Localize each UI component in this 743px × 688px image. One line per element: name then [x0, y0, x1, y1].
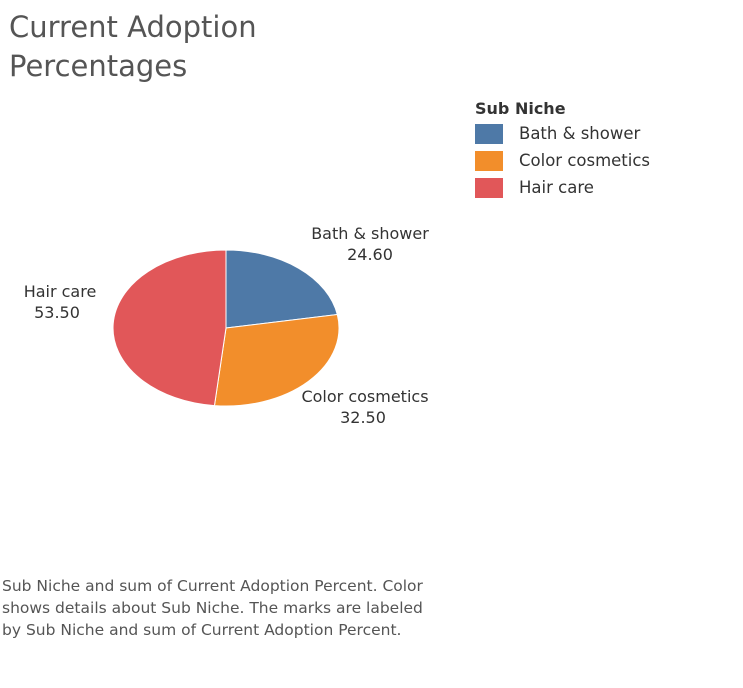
pie-slices [112, 249, 340, 407]
legend-swatch [475, 150, 503, 171]
legend-label: Color cosmetics [519, 151, 651, 170]
legend-label: Hair care [519, 178, 594, 197]
legend-item-hair-care[interactable]: Hair care [475, 174, 735, 201]
chart-caption: Sub Niche and sum of Current Adoption Pe… [2, 577, 423, 639]
legend: Sub Niche Bath & shower Color cosmetics … [475, 98, 735, 201]
pie-chart: Bath & shower 24.60 Color cosmetics 32.5… [24, 224, 430, 427]
legend-swatch [475, 177, 503, 198]
legend-item-bath-shower[interactable]: Bath & shower [475, 120, 735, 147]
legend-label: Bath & shower [519, 124, 641, 143]
pie-labels: Bath & shower 24.60 Color cosmetics 32.5… [24, 224, 430, 427]
pie-slice-bath-shower[interactable] [225, 249, 338, 329]
slice-label-color-cosmetics-name: Color cosmetics [301, 387, 428, 406]
legend-item-color-cosmetics[interactable]: Color cosmetics [475, 147, 735, 174]
chart-title: Current Adoption Percentages [9, 10, 257, 83]
slice-label-bath-shower-name: Bath & shower [311, 224, 429, 243]
slice-label-bath-shower-value: 24.60 [347, 245, 393, 264]
legend-swatch [475, 123, 503, 144]
pie-slice-color-cosmetics[interactable] [213, 314, 340, 407]
slice-label-hair-care-name: Hair care [24, 282, 97, 301]
slice-label-color-cosmetics-value: 32.50 [340, 408, 386, 427]
pie-slice-hair-care[interactable] [112, 249, 227, 407]
slice-label-hair-care-value: 53.50 [34, 303, 80, 322]
legend-title: Sub Niche [475, 99, 566, 118]
